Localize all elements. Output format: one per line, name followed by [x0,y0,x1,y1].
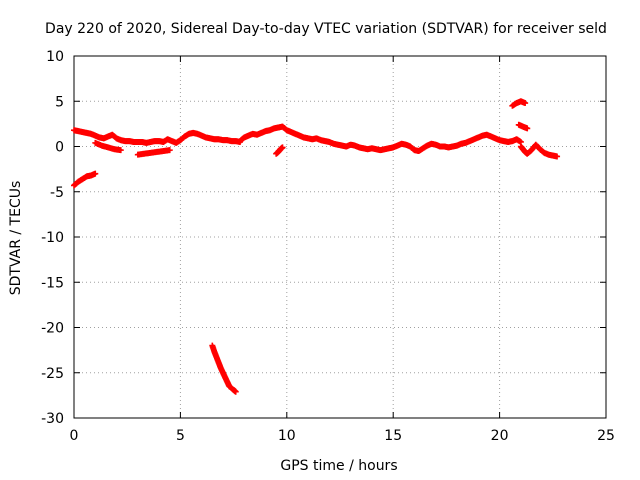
data-point [524,125,531,132]
y-tick-label: 0 [55,140,64,156]
data-markers [71,98,561,395]
y-tick-label: -30 [41,411,64,427]
x-tick-label: 20 [491,428,509,444]
data-point [92,170,99,177]
x-tick-label: 10 [278,428,296,444]
x-tick-label: 25 [597,428,615,444]
x-tick-label: 15 [384,428,402,444]
x-tick-label: 0 [70,428,79,444]
y-tick-label: -20 [41,321,64,337]
x-tick-label: 5 [176,428,185,444]
data-point [522,100,529,107]
y-tick-label: -5 [50,185,64,201]
grid-lines [74,56,606,418]
axis-ticks: 0 5 10 15 20 25 10 5 0 -5 -10 -15 -20 -25 -30 [41,49,615,444]
data-point [232,388,239,395]
y-tick-label: -10 [41,230,64,246]
y-tick-label: 5 [55,94,64,110]
data-point [554,153,561,160]
y-tick-label: -25 [41,366,64,382]
y-tick-label: 10 [46,49,64,65]
y-tick-label: -15 [41,275,64,291]
data-point [166,147,173,154]
y-axis-label: SDTVAR / TECUs [8,181,24,296]
data-point [117,147,124,154]
x-axis-label: GPS time / hours [280,458,397,474]
chart-title: Day 220 of 2020, Sidereal Day-to-day VTE… [45,21,607,37]
data-point [279,144,286,151]
